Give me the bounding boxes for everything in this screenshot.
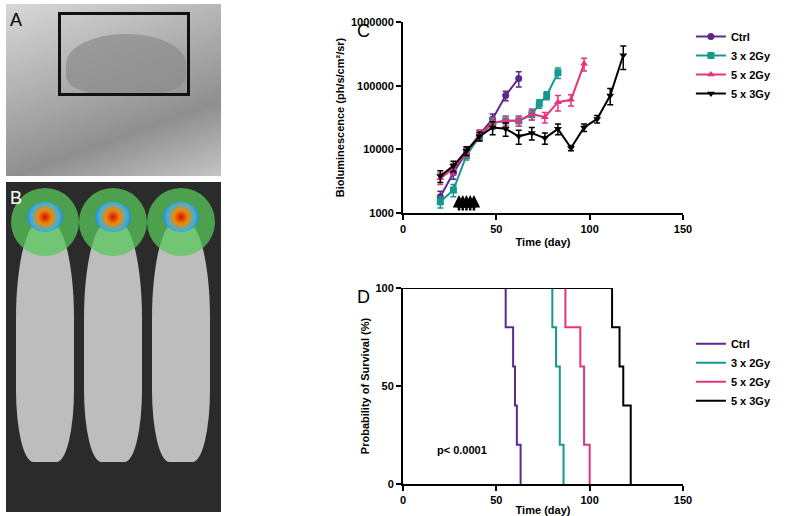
svg-text:Bioluminescence (ph/s/cm²/sr): Bioluminescence (ph/s/cm²/sr): [334, 37, 346, 197]
svg-text:100: 100: [580, 223, 598, 235]
svg-text:100: 100: [375, 282, 393, 294]
svg-text:5 x 2Gy: 5 x 2Gy: [731, 376, 771, 388]
svg-text:100: 100: [580, 494, 598, 506]
svg-text:0: 0: [400, 223, 406, 235]
svg-text:50: 50: [382, 380, 394, 392]
svg-text:D: D: [357, 287, 370, 307]
html-text:B: B: [10, 188, 22, 208]
svg-text:5 x 3Gy: 5 x 3Gy: [731, 88, 771, 100]
svg-text:100000: 100000: [357, 80, 394, 92]
svg-text:150: 150: [674, 494, 692, 506]
svg-text:0: 0: [400, 494, 406, 506]
svg-text:10000: 10000: [363, 143, 394, 155]
svg-text:150: 150: [674, 223, 692, 235]
svg-text:50: 50: [490, 494, 502, 506]
svg-text:0: 0: [388, 478, 394, 490]
svg-text:5 x 3Gy: 5 x 3Gy: [731, 395, 771, 407]
svg-text:Time (day): Time (day): [516, 504, 571, 516]
svg-text:1000: 1000: [369, 207, 393, 219]
svg-text:1000000: 1000000: [351, 16, 394, 28]
html-text:A: A: [10, 10, 22, 30]
svg-text:C: C: [357, 21, 370, 41]
svg-text:Ctrl: Ctrl: [731, 31, 750, 43]
svg-text:Probability of Survival (%): Probability of Survival (%): [359, 318, 371, 455]
svg-text:p< 0.0001: p< 0.0001: [437, 444, 487, 456]
svg-text:5 x 2Gy: 5 x 2Gy: [731, 69, 771, 81]
svg-text:3 x 2Gy: 3 x 2Gy: [731, 357, 771, 369]
svg-text:50: 50: [490, 223, 502, 235]
svg-text:3 x 2Gy: 3 x 2Gy: [731, 50, 771, 62]
svg-text:Time (day): Time (day): [516, 236, 571, 248]
svg-text:Ctrl: Ctrl: [731, 338, 750, 350]
